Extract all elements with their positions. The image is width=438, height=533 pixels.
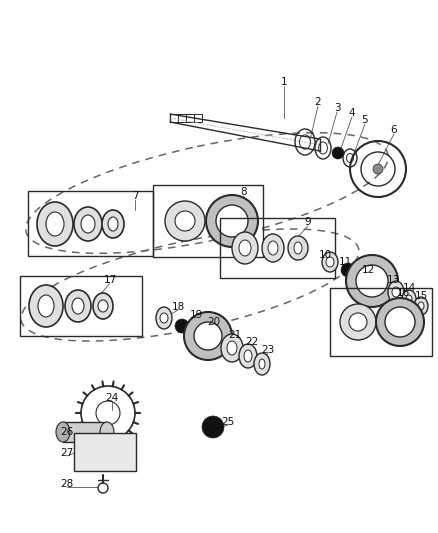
Text: 1: 1 — [281, 77, 287, 87]
Text: 21: 21 — [228, 330, 242, 340]
Ellipse shape — [239, 240, 251, 256]
Circle shape — [175, 319, 189, 333]
Text: 5: 5 — [362, 115, 368, 125]
Text: 19: 19 — [189, 310, 203, 320]
Ellipse shape — [262, 234, 284, 262]
Ellipse shape — [294, 242, 302, 254]
Text: 16: 16 — [396, 288, 410, 298]
Ellipse shape — [100, 422, 114, 442]
Ellipse shape — [402, 290, 416, 308]
Ellipse shape — [406, 295, 412, 303]
Ellipse shape — [239, 344, 257, 368]
Text: 4: 4 — [349, 108, 355, 118]
Text: 18: 18 — [171, 302, 185, 312]
Text: 20: 20 — [208, 317, 221, 327]
Text: 28: 28 — [60, 479, 74, 489]
Ellipse shape — [160, 313, 168, 323]
Text: 24: 24 — [106, 393, 119, 403]
FancyBboxPatch shape — [63, 422, 107, 442]
Text: 7: 7 — [132, 191, 138, 201]
Ellipse shape — [259, 359, 265, 369]
Text: 27: 27 — [60, 448, 74, 458]
Text: 11: 11 — [339, 257, 352, 267]
Circle shape — [346, 255, 398, 307]
Circle shape — [332, 147, 344, 159]
Ellipse shape — [388, 281, 404, 303]
Circle shape — [184, 312, 232, 360]
FancyBboxPatch shape — [74, 433, 136, 471]
Ellipse shape — [93, 293, 113, 319]
Text: 15: 15 — [414, 291, 427, 301]
Text: 23: 23 — [261, 345, 275, 355]
Ellipse shape — [227, 341, 237, 355]
Ellipse shape — [98, 300, 108, 312]
Ellipse shape — [254, 353, 270, 375]
Text: 9: 9 — [305, 217, 311, 227]
Ellipse shape — [108, 217, 118, 231]
Text: 6: 6 — [391, 125, 397, 135]
Text: 22: 22 — [245, 337, 258, 347]
Ellipse shape — [65, 290, 91, 322]
Circle shape — [356, 265, 388, 297]
Ellipse shape — [244, 350, 252, 362]
Ellipse shape — [37, 202, 73, 246]
Circle shape — [349, 313, 367, 331]
Text: 25: 25 — [221, 417, 235, 427]
Ellipse shape — [29, 285, 63, 327]
Circle shape — [194, 322, 222, 350]
Ellipse shape — [102, 210, 124, 238]
Text: 8: 8 — [241, 187, 247, 197]
Ellipse shape — [392, 287, 400, 297]
Ellipse shape — [221, 334, 243, 362]
Circle shape — [385, 307, 415, 337]
Ellipse shape — [74, 207, 102, 241]
Circle shape — [341, 263, 355, 277]
Ellipse shape — [322, 252, 338, 272]
Text: 17: 17 — [103, 275, 117, 285]
Ellipse shape — [156, 307, 172, 329]
Ellipse shape — [288, 236, 308, 260]
Ellipse shape — [81, 215, 95, 233]
Text: 3: 3 — [334, 103, 340, 113]
Ellipse shape — [56, 422, 70, 442]
Ellipse shape — [232, 232, 258, 264]
Text: 2: 2 — [314, 97, 321, 107]
Circle shape — [165, 201, 205, 241]
Text: 10: 10 — [318, 250, 332, 260]
Circle shape — [206, 195, 258, 247]
Circle shape — [373, 164, 383, 174]
Text: 26: 26 — [60, 427, 74, 437]
Ellipse shape — [46, 212, 64, 236]
Text: 13: 13 — [386, 275, 399, 285]
Ellipse shape — [326, 257, 334, 267]
Circle shape — [202, 416, 224, 438]
Circle shape — [175, 211, 195, 231]
Text: 12: 12 — [361, 265, 374, 275]
Ellipse shape — [268, 241, 278, 255]
Circle shape — [340, 304, 376, 340]
Ellipse shape — [418, 302, 424, 310]
Circle shape — [216, 205, 248, 237]
Ellipse shape — [38, 295, 54, 317]
Text: 14: 14 — [403, 283, 416, 293]
Ellipse shape — [414, 297, 428, 315]
Ellipse shape — [72, 298, 84, 314]
Circle shape — [376, 298, 424, 346]
